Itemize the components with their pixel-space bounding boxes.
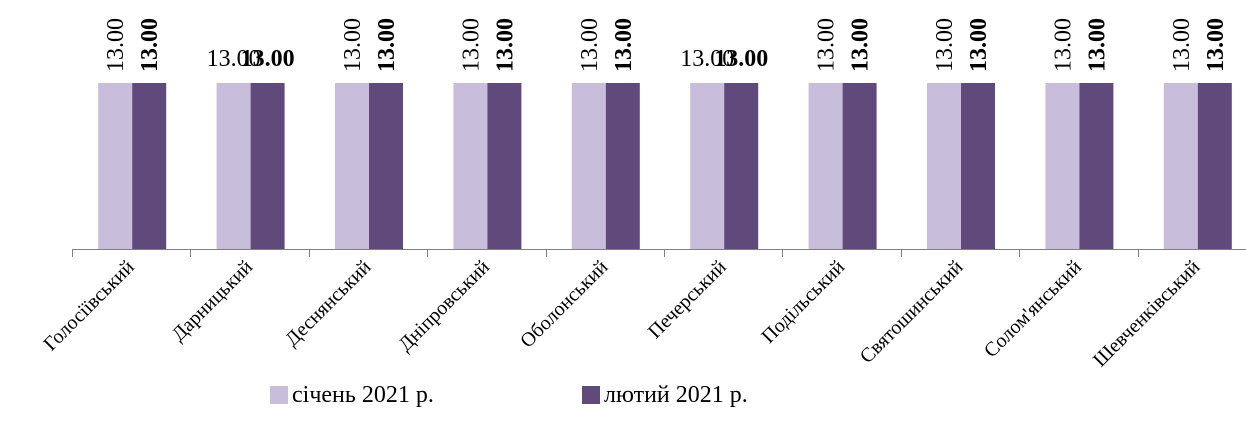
legend: січень 2021 р. лютий 2021 р. bbox=[0, 378, 1246, 412]
legend-item-series-1: січень 2021 р. bbox=[270, 378, 434, 412]
legend-swatch-series-1 bbox=[270, 386, 288, 404]
category-label-9: Солом'янський bbox=[980, 256, 1086, 362]
bar-1-2 bbox=[216, 83, 251, 249]
bar-1-9 bbox=[1045, 83, 1080, 249]
bar-2-5 bbox=[605, 83, 640, 249]
category-label-3: Деснянський bbox=[281, 256, 376, 351]
category-label-7: Подільський bbox=[757, 256, 849, 348]
bar-2-9 bbox=[1079, 83, 1114, 249]
bar-2-10 bbox=[1197, 83, 1232, 249]
data-label-2-6: 13.00 bbox=[714, 46, 768, 72]
data-label-2-7: 13.00 bbox=[848, 18, 874, 72]
category-label-6: Печерський bbox=[644, 256, 731, 343]
data-label-2-2: 13.00 bbox=[241, 46, 295, 72]
bar-1-5 bbox=[571, 83, 606, 249]
category-label-10: Шевченківський bbox=[1089, 256, 1205, 372]
category-label-5: Оболонський bbox=[516, 256, 612, 352]
bar-2-8 bbox=[961, 83, 995, 249]
data-label-2-1: 13.00 bbox=[137, 18, 163, 72]
data-label-1-4: 13.00 bbox=[458, 18, 484, 72]
data-label-1-7: 13.00 bbox=[814, 18, 840, 72]
bar-1-4 bbox=[453, 83, 488, 249]
data-label-1-2: 13.00 bbox=[207, 46, 261, 72]
legend-swatch-series-2 bbox=[582, 386, 600, 404]
category-label-4: Дніпровський bbox=[394, 256, 494, 356]
legend-label-series-2: лютий 2021 р. bbox=[604, 381, 748, 408]
data-label-1-8: 13.00 bbox=[932, 18, 958, 72]
bar-1-7 bbox=[808, 83, 843, 249]
category-label-2: Дарницький bbox=[167, 256, 257, 346]
bar-1-8 bbox=[927, 83, 961, 249]
data-label-2-4: 13.00 bbox=[492, 18, 518, 72]
data-label-1-6: 13.00 bbox=[680, 46, 734, 72]
category-label-1: Голосіївський bbox=[39, 256, 139, 356]
data-label-1-3: 13.00 bbox=[340, 18, 366, 72]
bar-1-6 bbox=[690, 83, 725, 249]
bar-1-3 bbox=[335, 83, 369, 249]
bar-2-6 bbox=[724, 83, 759, 249]
category-label-8: Святошинський bbox=[856, 256, 968, 368]
data-label-2-3: 13.00 bbox=[374, 18, 400, 72]
legend-item-series-2: лютий 2021 р. bbox=[582, 378, 748, 412]
data-label-1-10: 13.00 bbox=[1169, 18, 1195, 72]
data-label-2-5: 13.00 bbox=[611, 18, 637, 72]
legend-label-series-1: січень 2021 р. bbox=[292, 381, 434, 408]
bar-2-1 bbox=[132, 83, 167, 249]
data-label-1-9: 13.00 bbox=[1050, 18, 1076, 72]
bar-1-1 bbox=[98, 83, 133, 249]
bar-2-2 bbox=[250, 83, 285, 249]
data-label-2-10: 13.00 bbox=[1203, 18, 1229, 72]
data-label-1-5: 13.00 bbox=[577, 18, 603, 72]
bar-2-3 bbox=[369, 83, 403, 249]
data-label-1-1: 13.00 bbox=[103, 18, 129, 72]
data-label-2-8: 13.00 bbox=[966, 18, 992, 72]
bar-2-4 bbox=[487, 83, 522, 249]
data-label-2-9: 13.00 bbox=[1084, 18, 1110, 72]
bar-1-10 bbox=[1163, 83, 1198, 249]
bar-2-7 bbox=[842, 83, 877, 249]
